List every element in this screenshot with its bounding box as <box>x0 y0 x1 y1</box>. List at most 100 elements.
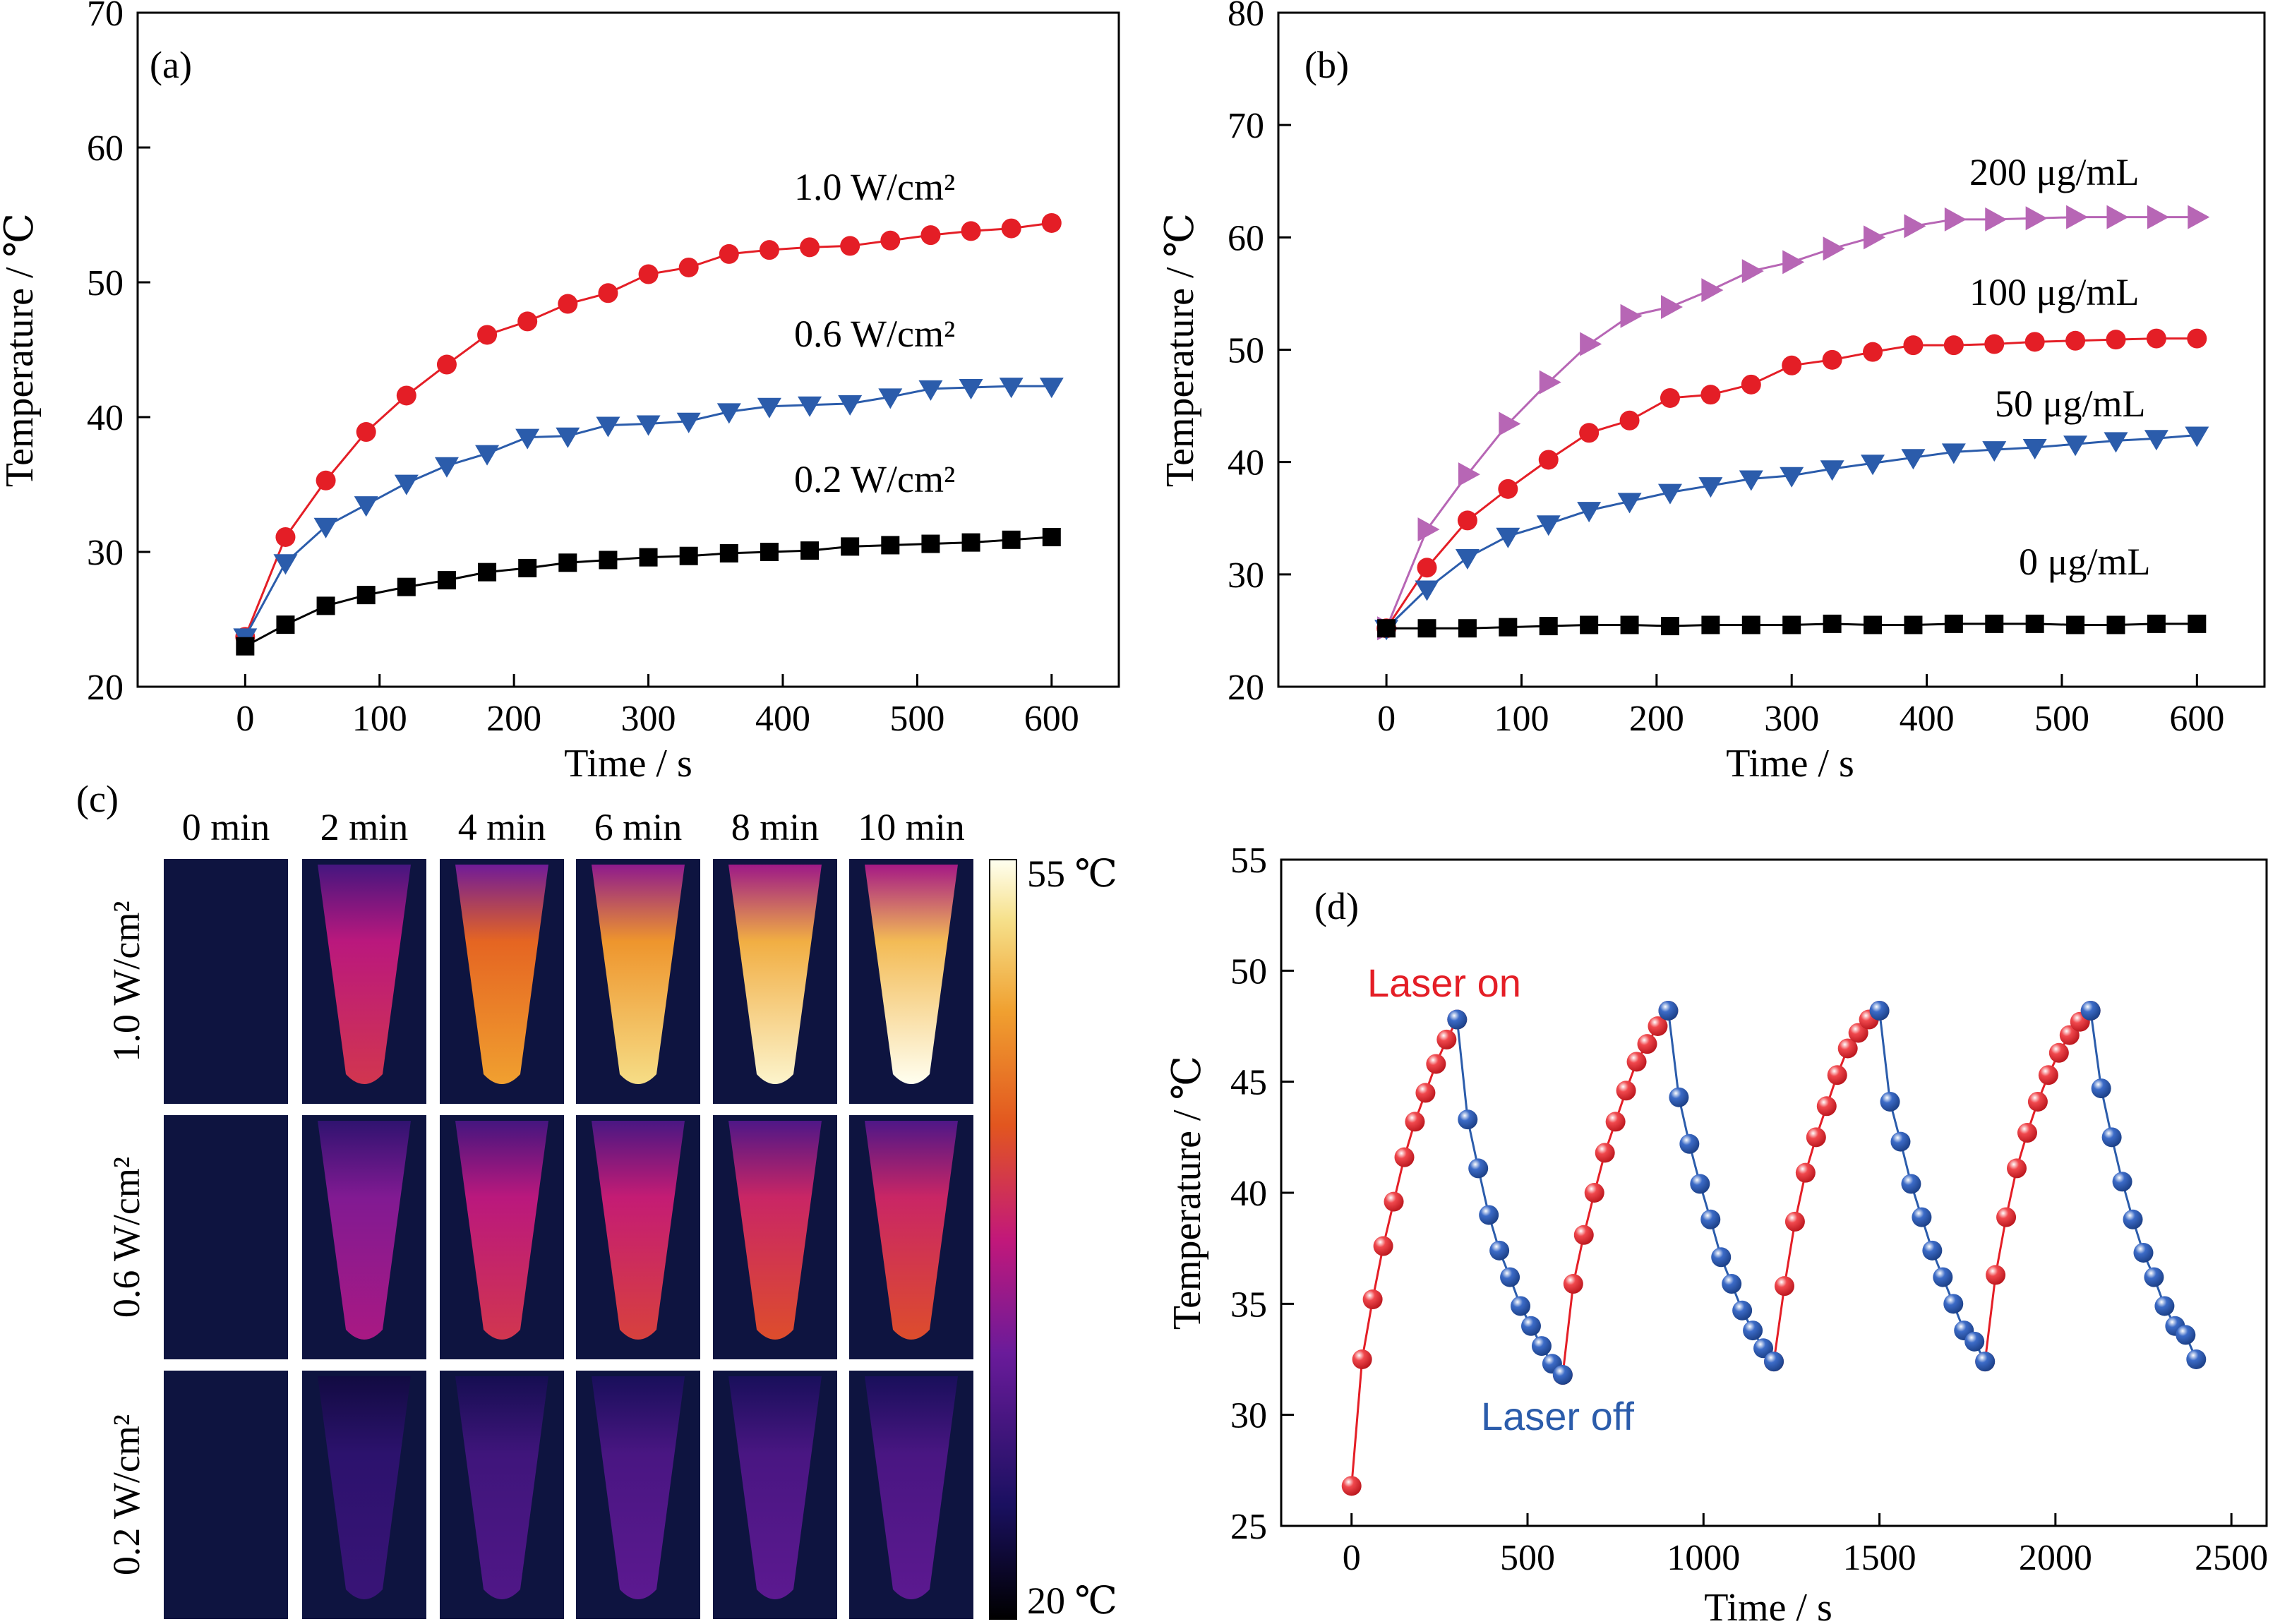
data-point <box>1616 1081 1636 1101</box>
thermal-image <box>849 1371 973 1619</box>
data-point <box>881 536 900 555</box>
data-point <box>1943 1294 1964 1314</box>
colorbar <box>989 859 1017 1620</box>
y-axis-label: Temperature / ℃ <box>1158 213 1202 487</box>
data-point <box>517 311 538 332</box>
y-tick-label: 60 <box>87 128 124 169</box>
data-point <box>1580 332 1602 356</box>
data-point <box>1864 225 1886 250</box>
data-point <box>1869 1000 1890 1021</box>
data-point <box>1579 423 1600 443</box>
data-point <box>1417 517 1440 542</box>
data-point <box>2048 1042 2069 1063</box>
tube-glow <box>592 1376 685 1599</box>
data-point <box>1782 615 1801 634</box>
data-point <box>2063 435 2088 457</box>
data-point <box>1458 1109 1478 1130</box>
data-point <box>1447 1009 1468 1030</box>
data-point <box>1619 410 1640 431</box>
column-labels: 0 min 2 min 4 min 6 min 8 min 10 min <box>182 806 965 848</box>
data-point <box>1573 1225 1594 1245</box>
data-point <box>1498 479 1518 499</box>
thermal-image <box>440 1115 564 1359</box>
data-point <box>236 637 255 656</box>
data-point <box>1341 1476 1362 1496</box>
data-point <box>599 551 618 570</box>
data-point <box>961 221 981 241</box>
x-tick-label: 400 <box>1900 699 1955 739</box>
data-point <box>719 243 739 264</box>
data-point <box>1531 1336 1552 1357</box>
thermal-image <box>302 1115 426 1359</box>
x-axis-label: Time / s <box>1704 1586 1832 1624</box>
data-point <box>1975 1352 1996 1372</box>
y-tick-label: 30 <box>87 533 124 573</box>
data-point <box>1539 370 1561 395</box>
data-point <box>1698 477 1723 498</box>
data-point <box>2123 1209 2143 1229</box>
thermal-image <box>713 1371 837 1619</box>
data-point <box>436 354 457 375</box>
data-point <box>2025 206 2048 231</box>
panel-c: (c) 0 min 2 min 4 min 6 min 8 min 10 min 1.0 … <box>76 778 1117 1622</box>
data-point <box>880 230 901 251</box>
data-point <box>840 236 860 256</box>
colorbar-min-label: 20 ℃ <box>1027 1580 1117 1622</box>
data-point <box>558 553 577 572</box>
column-label: 2 min <box>320 806 409 848</box>
tube-glow <box>318 1121 411 1340</box>
data-point <box>798 396 822 417</box>
data-point <box>2024 332 2045 352</box>
data-point <box>2106 205 2129 229</box>
thermal-image <box>849 1115 973 1359</box>
data-point <box>1620 303 1643 328</box>
data-point <box>1784 1211 1805 1232</box>
data-point <box>1658 1000 1679 1021</box>
data-point <box>760 543 779 561</box>
data-point <box>1457 510 1477 531</box>
thermal-image <box>164 1115 288 1359</box>
legend-label-200: 200 μg/mL <box>1969 151 2139 193</box>
data-point <box>2112 1172 2132 1192</box>
data-point <box>1700 1209 1721 1229</box>
data-point <box>2188 205 2210 229</box>
data-point <box>2185 426 2209 447</box>
data-point <box>1042 527 1061 546</box>
data-point <box>1739 470 1763 491</box>
data-point <box>1985 207 2008 231</box>
tube-glow <box>455 1121 548 1340</box>
data-point <box>1455 548 1480 570</box>
data-point <box>2146 328 2166 349</box>
data-point <box>1753 1338 1774 1359</box>
data-point <box>1405 1112 1425 1132</box>
data-point <box>556 427 580 448</box>
data-point <box>1002 530 1021 549</box>
panel-label: (c) <box>76 778 119 820</box>
data-point <box>2091 1078 2111 1099</box>
x-tick-label: 200 <box>1629 699 1684 739</box>
y-tick-label: 55 <box>1230 841 1267 881</box>
image-background <box>164 1115 288 1359</box>
y-tick-label: 20 <box>87 668 124 708</box>
data-point <box>1904 615 1923 634</box>
data-point <box>1373 1236 1393 1256</box>
thermal-image <box>164 1371 288 1619</box>
y-tick-label: 40 <box>1230 1174 1267 1214</box>
panel-a: 0 100 200 300 400 500 600 20 30 40 50 60 70 (a) Time… <box>0 0 1120 786</box>
data-point <box>1806 1127 1826 1148</box>
tube-glow <box>865 1121 958 1340</box>
data-point <box>800 237 820 258</box>
data-point <box>1984 334 2005 354</box>
thermal-image <box>440 859 564 1104</box>
data-point <box>1985 614 2004 633</box>
y-axis-label: Temperature / ℃ <box>1165 1056 1209 1330</box>
data-point <box>2154 1296 2175 1316</box>
data-point <box>676 412 701 433</box>
data-point <box>1986 1265 2006 1285</box>
data-point <box>638 264 659 284</box>
data-point <box>515 428 540 450</box>
data-point <box>1001 218 1021 239</box>
x-tick-label: 100 <box>1494 699 1549 739</box>
data-point <box>1496 527 1520 548</box>
